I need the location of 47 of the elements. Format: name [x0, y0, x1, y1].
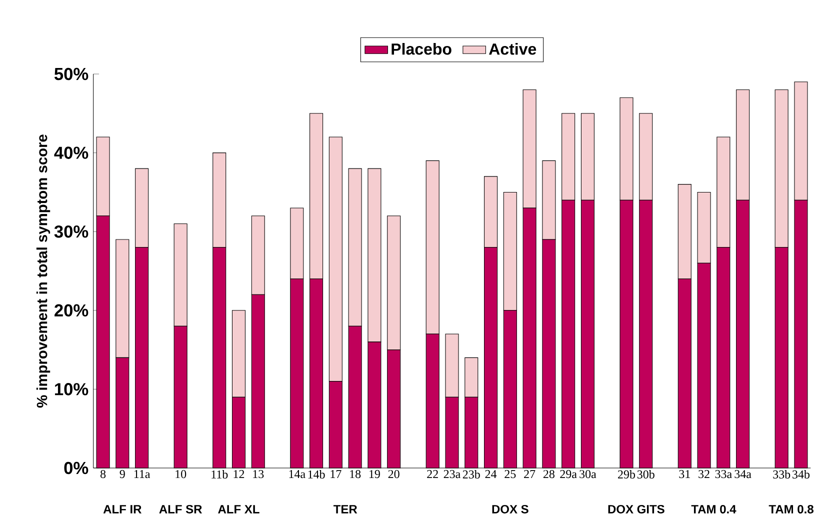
y-tick-label: 0%	[64, 462, 88, 474]
text: ALF IR	[103, 505, 142, 514]
legend-label: Active	[489, 43, 536, 55]
text: DOX S	[492, 504, 528, 514]
x-tick-label: 8	[100, 470, 106, 478]
x-tick-label: 13	[253, 470, 264, 478]
text: TAM 0.4	[691, 504, 736, 514]
x-tick-label: 11a	[134, 470, 150, 478]
text: DOX GITS	[608, 504, 664, 514]
x-tick-label: 32	[698, 470, 710, 478]
x-tick-label: 27	[524, 470, 536, 478]
x-tick-label: 19	[369, 470, 380, 478]
x-tick-label: 17	[330, 470, 342, 478]
x-tick-label: 10	[176, 470, 186, 478]
x-tick-label: 30b	[637, 470, 654, 478]
x-tick-label: 28	[543, 470, 554, 478]
x-tick-label: 34b	[792, 470, 810, 478]
x-tick-label: 34a	[734, 470, 752, 478]
text: TAM 0.8	[768, 504, 814, 514]
y-tick-label: 20%	[54, 304, 88, 317]
x-tick-label: 14b	[308, 470, 325, 478]
x-tick-label: 25	[504, 470, 516, 478]
y-axis-title: % improvement in total symptom score	[36, 134, 50, 408]
x-tick-label: 11b	[212, 470, 228, 478]
x-tick-label: 29b	[618, 470, 636, 478]
x-tick-label: 24	[485, 470, 497, 478]
text: ALF XL	[218, 505, 260, 514]
x-tick-label: 23b	[462, 470, 480, 478]
y-tick-label: 30%	[54, 225, 88, 238]
text: ALF SR	[159, 504, 202, 514]
y-tick-label: 50%	[54, 68, 88, 80]
text: TER	[333, 505, 358, 514]
legend-label: Placebo	[392, 43, 452, 55]
x-tick-label: 9	[120, 470, 125, 478]
x-tick-label: 22	[427, 470, 438, 478]
x-tick-label: 31	[679, 470, 690, 478]
x-tick-label: 29a	[560, 470, 577, 478]
x-tick-label: 18	[350, 470, 361, 478]
x-tick-label: 33a	[715, 470, 732, 478]
x-tick-label: 33b	[773, 470, 790, 478]
y-tick-label: 10%	[55, 383, 88, 396]
y-tick-label: 40%	[54, 146, 88, 159]
x-tick-label: 30a	[580, 470, 596, 478]
x-tick-label: 12	[234, 470, 244, 478]
x-tick-label: 14a	[289, 470, 306, 478]
x-tick-label: 20	[388, 470, 400, 478]
x-tick-label: 23a	[444, 470, 460, 478]
